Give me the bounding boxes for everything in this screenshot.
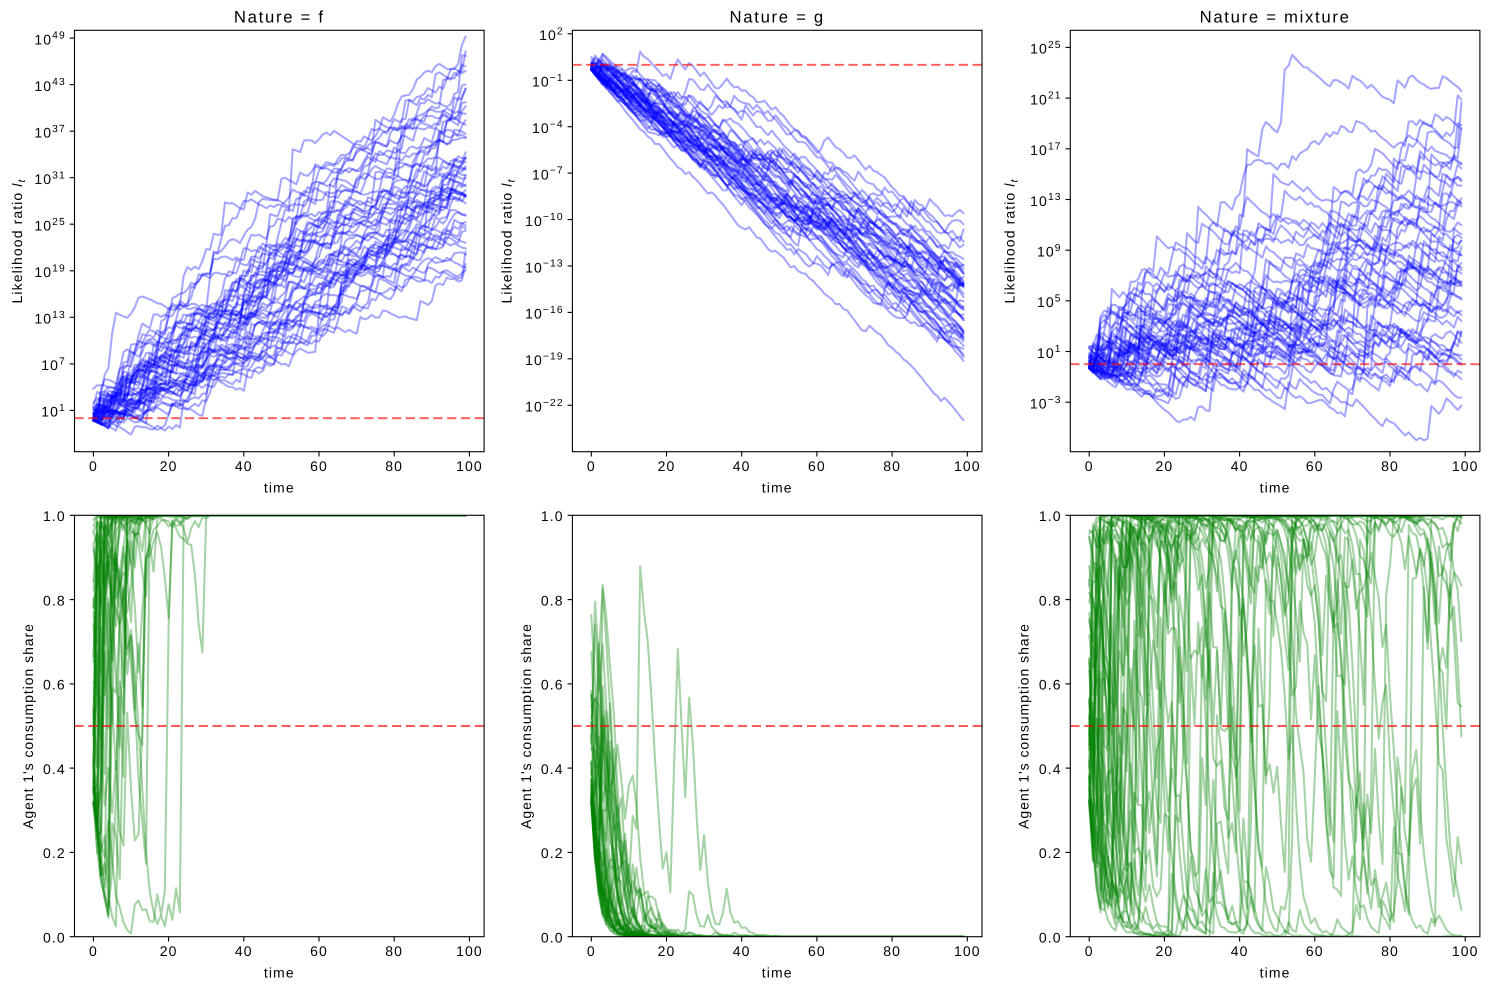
svg-text:0: 0 [1085, 943, 1094, 959]
svg-text:60: 60 [1306, 458, 1324, 474]
svg-text:0.4: 0.4 [1039, 761, 1062, 777]
svg-text:100: 100 [954, 943, 981, 959]
svg-text:Nature = mixture: Nature = mixture [1200, 7, 1351, 26]
svg-text:0.8: 0.8 [1039, 592, 1062, 608]
svg-text:80: 80 [1381, 458, 1399, 474]
svg-text:0.2: 0.2 [541, 845, 564, 861]
svg-text:0: 0 [587, 943, 596, 959]
svg-text:109: 109 [1037, 243, 1062, 260]
svg-text:60: 60 [808, 943, 826, 959]
svg-text:20: 20 [160, 943, 178, 959]
svg-text:40: 40 [1231, 943, 1249, 959]
svg-text:60: 60 [310, 458, 328, 474]
svg-text:80: 80 [1381, 943, 1399, 959]
svg-text:Nature = g: Nature = g [730, 7, 825, 26]
svg-text:1.0: 1.0 [1039, 508, 1062, 524]
svg-text:Likelihood ratio lt: Likelihood ratio lt [1002, 178, 1021, 303]
svg-text:time: time [762, 965, 793, 981]
svg-text:20: 20 [658, 943, 676, 959]
svg-text:105: 105 [1037, 293, 1062, 310]
svg-text:0.2: 0.2 [43, 845, 66, 861]
svg-text:60: 60 [1306, 943, 1324, 959]
svg-text:80: 80 [883, 943, 901, 959]
svg-text:1.0: 1.0 [43, 508, 66, 524]
svg-text:20: 20 [1156, 458, 1174, 474]
svg-text:40: 40 [235, 458, 253, 474]
svg-text:101: 101 [1037, 344, 1062, 361]
svg-text:1.0: 1.0 [541, 508, 564, 524]
svg-text:20: 20 [658, 458, 676, 474]
svg-text:time: time [264, 965, 295, 981]
svg-text:60: 60 [808, 458, 826, 474]
svg-text:0.0: 0.0 [1039, 930, 1062, 946]
svg-text:101: 101 [41, 403, 66, 420]
svg-text:40: 40 [733, 943, 751, 959]
svg-text:time: time [762, 480, 793, 496]
svg-text:0.2: 0.2 [1039, 845, 1062, 861]
svg-text:107: 107 [41, 357, 66, 374]
svg-text:0.4: 0.4 [43, 761, 66, 777]
svg-text:40: 40 [235, 943, 253, 959]
svg-text:0.8: 0.8 [541, 592, 564, 608]
svg-text:80: 80 [385, 458, 403, 474]
svg-text:40: 40 [1231, 458, 1249, 474]
svg-text:100: 100 [456, 943, 483, 959]
svg-text:Agent 1's consumption share: Agent 1's consumption share [1016, 623, 1032, 829]
svg-text:100: 100 [1452, 943, 1479, 959]
svg-text:Likelihood ratio lt: Likelihood ratio lt [9, 178, 28, 303]
svg-text:time: time [264, 480, 295, 496]
svg-text:time: time [1260, 480, 1291, 496]
svg-text:40: 40 [733, 458, 751, 474]
svg-text:Likelihood ratio lt: Likelihood ratio lt [499, 178, 518, 303]
svg-text:0.6: 0.6 [1039, 677, 1062, 693]
svg-text:time: time [1260, 965, 1291, 981]
svg-text:80: 80 [385, 943, 403, 959]
svg-text:0.8: 0.8 [43, 592, 66, 608]
svg-text:Nature = f: Nature = f [234, 7, 325, 26]
svg-text:100: 100 [1452, 458, 1479, 474]
svg-text:0.6: 0.6 [541, 677, 564, 693]
svg-text:0.0: 0.0 [541, 930, 564, 946]
svg-text:0.4: 0.4 [541, 761, 564, 777]
svg-text:0: 0 [587, 458, 596, 474]
svg-text:0: 0 [89, 943, 98, 959]
svg-text:100: 100 [456, 458, 483, 474]
svg-text:20: 20 [1156, 943, 1174, 959]
svg-text:100: 100 [954, 458, 981, 474]
svg-text:102: 102 [539, 26, 564, 43]
svg-text:0: 0 [1085, 458, 1094, 474]
svg-text:60: 60 [310, 943, 328, 959]
svg-text:0.6: 0.6 [43, 677, 66, 693]
svg-text:80: 80 [883, 458, 901, 474]
svg-text:20: 20 [160, 458, 178, 474]
svg-text:Agent 1's consumption share: Agent 1's consumption share [518, 623, 534, 829]
svg-text:0: 0 [89, 458, 98, 474]
svg-text:0.0: 0.0 [43, 930, 66, 946]
svg-text:Agent 1's consumption share: Agent 1's consumption share [20, 623, 36, 829]
